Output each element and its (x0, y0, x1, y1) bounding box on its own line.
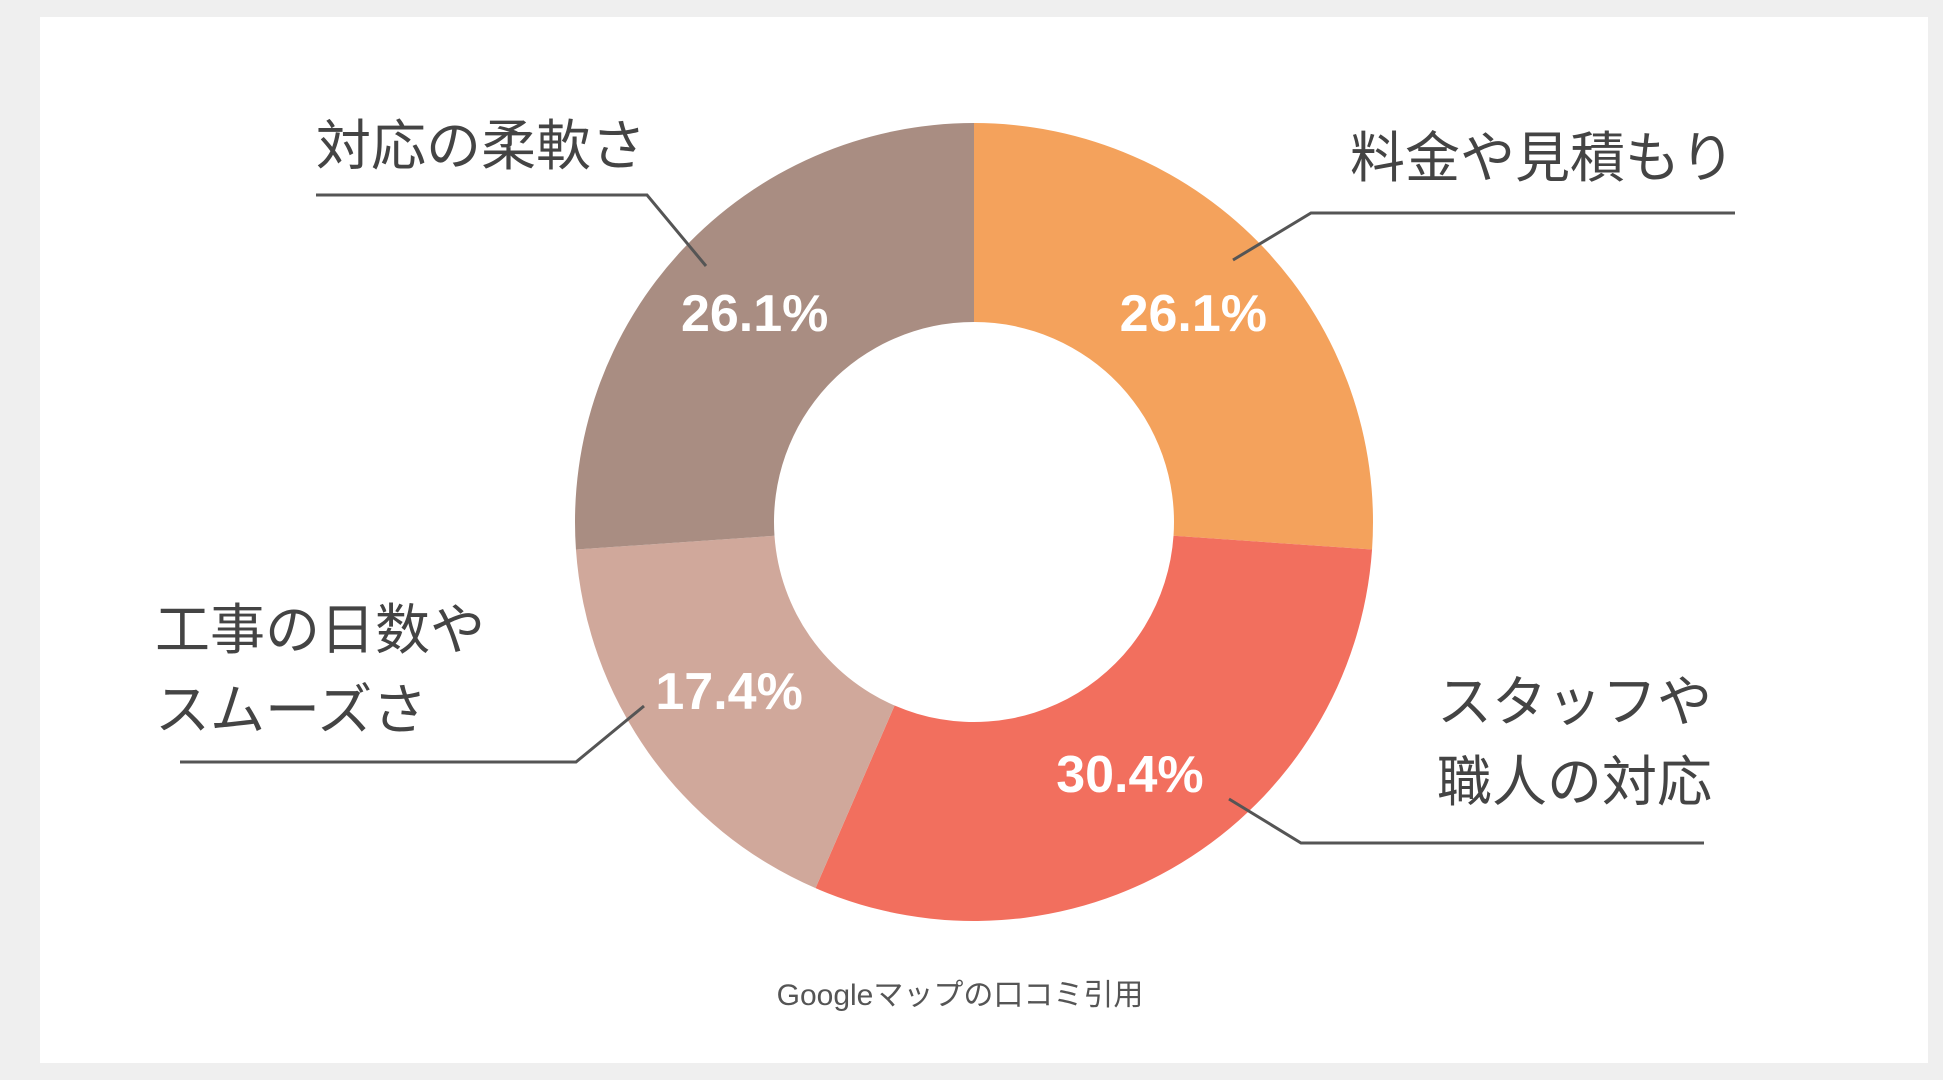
source-note: Googleマップの口コミ引用 (777, 979, 1144, 1012)
donut-segment (815, 535, 1373, 921)
category-label: 対応の柔軟さ (316, 115, 647, 177)
value-label: 17.4% (655, 663, 802, 721)
donut-segment (575, 535, 895, 889)
leader-line (316, 193, 708, 267)
category-label: スタッフや 職人の対応 (1436, 671, 1712, 813)
leader-line (180, 704, 645, 764)
leader-line (1232, 211, 1735, 262)
donut-segment (974, 123, 1373, 550)
donut-segment (575, 123, 974, 550)
value-label: 26.1% (681, 285, 828, 343)
value-label: 30.4% (1056, 746, 1203, 804)
category-label: 工事の日数や スムーズさ (155, 599, 486, 741)
value-label: 26.1% (1120, 285, 1267, 343)
leader-line (1228, 797, 1704, 845)
category-label: 料金や見積もり (1349, 127, 1735, 189)
